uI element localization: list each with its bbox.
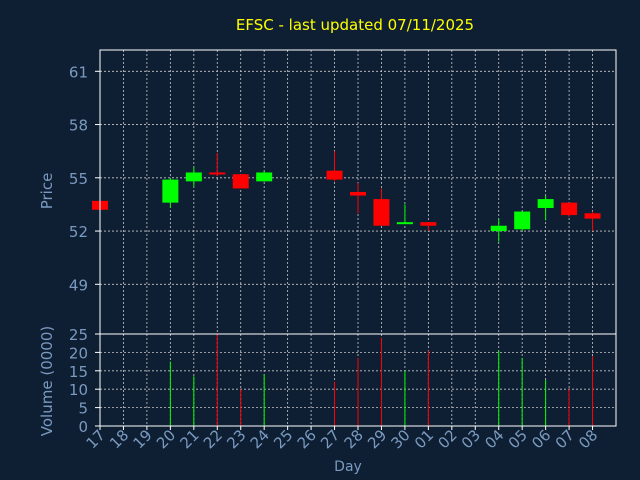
candle-body <box>490 225 507 232</box>
volume-tick-label: 5 <box>78 400 88 418</box>
x-axis-label: Day <box>334 459 362 475</box>
candle-body <box>256 172 273 182</box>
volume-axis-label: Volume (0000) <box>38 326 56 436</box>
candle-body <box>561 202 578 216</box>
candle-body <box>162 179 179 203</box>
price-tick-label: 55 <box>69 170 88 188</box>
candle-body <box>326 170 343 180</box>
volume-tick-label: 0 <box>78 418 88 436</box>
candle-body <box>185 172 202 182</box>
candle-body <box>396 222 413 225</box>
volume-tick-label: 25 <box>69 326 88 344</box>
candle-body <box>350 192 366 196</box>
volume-tick-label: 15 <box>69 363 88 381</box>
candle-body <box>420 222 437 226</box>
candle-body <box>232 174 249 189</box>
price-tick-label: 58 <box>69 117 88 135</box>
price-axis-label: Price <box>38 173 56 210</box>
volume-bars <box>169 334 594 426</box>
candles <box>92 151 601 242</box>
volume-tick-label: 20 <box>69 344 88 362</box>
candle-body <box>209 172 226 175</box>
price-tick-labels: 49 52 55 58 61 <box>69 63 100 294</box>
candle-body <box>373 199 390 226</box>
price-tick-label: 49 <box>69 276 88 294</box>
price-tick-label: 61 <box>69 63 88 81</box>
candle-body <box>514 211 531 230</box>
volume-panel-frame <box>99 333 617 427</box>
candle-body <box>584 213 601 219</box>
volume-tick-label: 10 <box>69 381 88 399</box>
candle-body <box>537 199 554 208</box>
chart-title: EFSC - last updated 07/11/2025 <box>236 16 474 34</box>
price-tick-label: 52 <box>69 223 88 241</box>
